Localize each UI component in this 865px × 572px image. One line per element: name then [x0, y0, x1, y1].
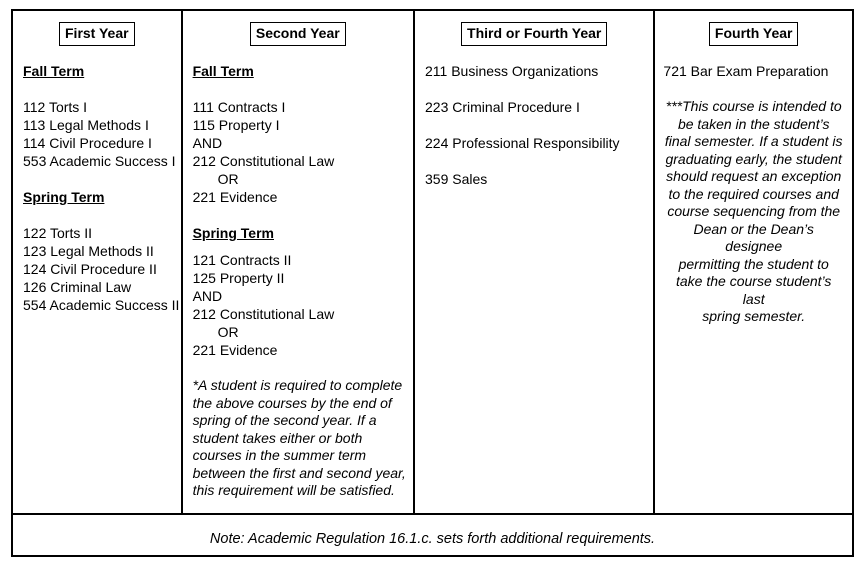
course-line: AND [192, 288, 223, 304]
course-line: 114 Civil Procedure I [23, 135, 152, 151]
column-third-or-fourth-year: Third or Fourth Year 211 Business Organi… [415, 11, 656, 513]
column-header-third-or-fourth-year: Third or Fourth Year [461, 22, 608, 46]
table-columns-row: First Year Fall Term 112 Torts I 113 Legal… [13, 11, 852, 513]
column-note: *A student is required to complete the a… [192, 377, 406, 498]
course-line: 211 Business Organizations [425, 63, 599, 79]
course-line: 123 Legal Methods II [23, 243, 154, 259]
term-heading: Fall Term [23, 63, 85, 79]
course-line: 554 Academic Success II [23, 297, 180, 313]
course-line: 212 Constitutional Law [192, 306, 335, 322]
course-sequence-table: First Year Fall Term 112 Torts I 113 Legal… [11, 9, 854, 557]
column-second-year: Second Year Fall Term 111 Contracts I 115 … [183, 11, 415, 513]
course-line: 115 Property I [192, 117, 280, 133]
blank-line [193, 80, 407, 98]
term-heading: Spring Term [23, 189, 105, 205]
column-header-fourth-year: Fourth Year [708, 22, 799, 46]
course-line: 112 Torts I [23, 99, 88, 115]
course-line: 721 Bar Exam Preparation [663, 63, 829, 79]
column-lines-second-year: Fall Term 111 Contracts I 115 Property I AN… [183, 62, 413, 500]
or-connector-line: OR [217, 171, 239, 187]
blank-line [23, 206, 175, 224]
blank-line [425, 152, 647, 170]
blank-line [23, 80, 175, 98]
course-line: 122 Torts II [23, 225, 93, 241]
blank-line [193, 206, 407, 224]
column-lines-fourth-year: 721 Bar Exam Preparation ***This course i… [655, 62, 852, 326]
blank-line [193, 359, 407, 377]
column-header-wrap: Third or Fourth Year [415, 22, 653, 46]
course-line: 121 Contracts II [192, 252, 292, 268]
footer-note: Note: Academic Regulation 16.1.c. sets f… [209, 530, 656, 547]
course-line: AND [192, 135, 223, 151]
course-line: 212 Constitutional Law [192, 153, 335, 169]
course-line: 111 Contracts I [192, 99, 286, 115]
blank-line [425, 116, 647, 134]
footer-note-row: Note: Academic Regulation 16.1.c. sets f… [13, 513, 852, 555]
small-gap-line [193, 242, 407, 251]
blank-line [23, 170, 175, 188]
column-fourth-year: Fourth Year 721 Bar Exam Preparation ***T… [655, 11, 852, 513]
blank-line [663, 80, 844, 98]
column-header-first-year: First Year [59, 22, 135, 46]
column-header-second-year: Second Year [249, 22, 346, 46]
course-line: 113 Legal Methods I [23, 117, 149, 133]
term-heading: Spring Term [192, 225, 274, 241]
column-lines-first-year: Fall Term 112 Torts I 113 Legal Methods I 1… [13, 62, 181, 314]
column-header-wrap: Fourth Year [655, 22, 852, 46]
column-lines-third-or-fourth-year: 211 Business Organizations 223 Criminal P… [415, 62, 653, 188]
course-line: 221 Evidence [192, 342, 278, 358]
course-line: 553 Academic Success I [23, 153, 176, 169]
term-heading: Fall Term [192, 63, 254, 79]
course-line: 125 Property II [192, 270, 285, 286]
course-line: 126 Criminal Law [23, 279, 132, 295]
course-line: 359 Sales [425, 171, 488, 187]
course-line: 223 Criminal Procedure I [425, 99, 580, 115]
or-connector-line: OR [217, 324, 239, 340]
column-header-wrap: First Year [13, 22, 181, 46]
column-first-year: First Year Fall Term 112 Torts I 113 Legal… [13, 11, 183, 513]
course-line: 124 Civil Procedure II [23, 261, 157, 277]
column-note: ***This course is intended to be taken i… [664, 98, 843, 324]
course-line: 221 Evidence [192, 189, 278, 205]
blank-line [425, 80, 647, 98]
course-line: 224 Professional Responsibility [425, 135, 620, 151]
column-header-wrap: Second Year [183, 22, 413, 46]
